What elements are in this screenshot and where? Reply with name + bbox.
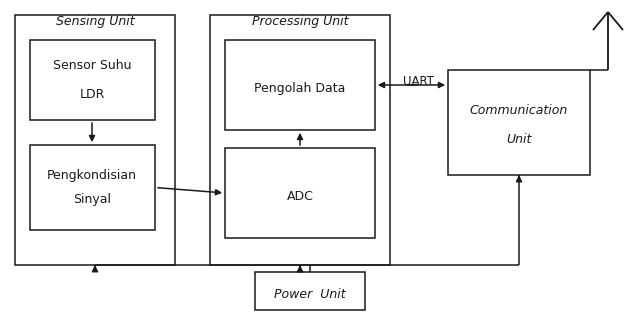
- Bar: [30, 40, 155, 120]
- Bar: [210, 15, 390, 265]
- Bar: [30, 145, 155, 230]
- Bar: [448, 70, 590, 175]
- Text: Pengolah Data: Pengolah Data: [255, 81, 346, 94]
- Bar: [225, 40, 375, 130]
- Text: Pengkondisian: Pengkondisian: [47, 169, 137, 182]
- Bar: [255, 272, 365, 310]
- Text: Sensor Suhu: Sensor Suhu: [53, 59, 131, 72]
- Bar: [15, 15, 175, 265]
- Text: Power  Unit: Power Unit: [274, 288, 346, 301]
- Text: LDR: LDR: [79, 88, 105, 101]
- Text: Sinyal: Sinyal: [73, 193, 111, 206]
- Text: Sensing Unit: Sensing Unit: [55, 16, 134, 29]
- Text: Unit: Unit: [507, 133, 532, 146]
- Text: Processing Unit: Processing Unit: [252, 16, 348, 29]
- Text: Communication: Communication: [470, 103, 568, 117]
- Text: UART: UART: [403, 75, 433, 88]
- Text: ADC: ADC: [287, 190, 314, 203]
- Bar: [225, 148, 375, 238]
